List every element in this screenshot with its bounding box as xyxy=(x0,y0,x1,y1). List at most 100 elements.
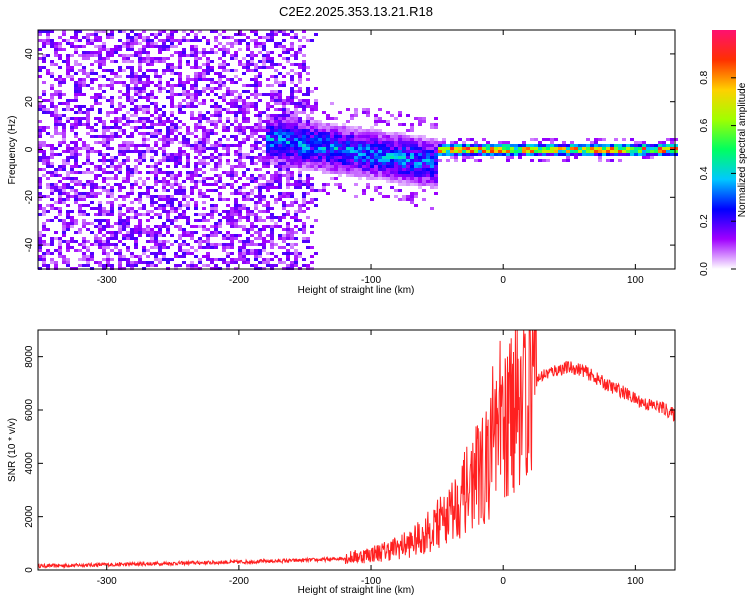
spectrogram-cell xyxy=(390,135,394,138)
spectrogram-cell xyxy=(398,132,402,135)
spectrogram-cell xyxy=(294,216,298,219)
spectrogram-cell xyxy=(138,90,142,93)
spectrogram-cell xyxy=(318,135,322,138)
spectrogram-cell xyxy=(170,201,174,204)
spectrogram-cell xyxy=(266,225,270,228)
spectrogram-cell xyxy=(318,156,322,159)
spectrogram-cell xyxy=(294,183,298,186)
spectrogram-cell xyxy=(570,150,574,153)
spectrogram-cell xyxy=(534,138,538,141)
spectrogram-cell xyxy=(350,150,354,153)
spectrogram-cell xyxy=(238,141,242,144)
spectrogram-cell xyxy=(342,138,346,141)
spectrogram-cell xyxy=(242,186,246,189)
spectrogram-cell xyxy=(218,174,222,177)
spectrogram-cell xyxy=(162,210,166,213)
spectrogram-cell xyxy=(122,258,126,261)
spectrogram-cell xyxy=(86,114,90,117)
spectrogram-cell xyxy=(338,138,342,141)
spectrogram-cell xyxy=(138,57,142,60)
spectrogram-cell xyxy=(70,195,74,198)
spectrogram-cell xyxy=(414,141,418,144)
spectrogram-cell xyxy=(402,174,406,177)
spectrogram-cell xyxy=(158,204,162,207)
spectrogram-cell xyxy=(238,111,242,114)
spectrogram-cell xyxy=(150,132,154,135)
spectrogram-cell xyxy=(174,264,178,267)
spectrogram-cell xyxy=(370,165,374,168)
spectrogram-cell xyxy=(110,84,114,87)
spectrogram-cell xyxy=(194,99,198,102)
spectrogram-cell xyxy=(378,108,382,111)
spectrogram-cell xyxy=(74,222,78,225)
spectrogram-cell xyxy=(210,123,214,126)
spectrogram-cell xyxy=(98,159,102,162)
spectrogram-cell xyxy=(142,96,146,99)
spectrogram-cell xyxy=(294,264,298,267)
spectrogram-cell xyxy=(278,120,282,123)
spectrogram-cell xyxy=(42,57,46,60)
spectrogram-cell xyxy=(278,108,282,111)
spectrogram-cell xyxy=(270,216,274,219)
spectrogram-cell xyxy=(294,159,298,162)
spectrogram-cell xyxy=(214,234,218,237)
spectrogram-cell xyxy=(222,210,226,213)
spectrogram-cell xyxy=(406,138,410,141)
spectrogram-cell xyxy=(158,39,162,42)
spectrogram-cell xyxy=(226,36,230,39)
spectrogram-cell xyxy=(534,150,538,153)
spectrogram-cell xyxy=(422,141,426,144)
spectrogram-cell xyxy=(158,168,162,171)
spectrogram-cell xyxy=(286,123,290,126)
spectrogram-cell xyxy=(362,162,366,165)
spectrogram-cell xyxy=(214,228,218,231)
spectrogram-cell xyxy=(290,165,294,168)
spectrogram-cell xyxy=(310,141,314,144)
spectrogram-cell xyxy=(126,96,130,99)
spectrogram-cell xyxy=(470,150,474,153)
spectrogram-cell xyxy=(198,180,202,183)
spectrogram-cell xyxy=(250,264,254,267)
spectrogram-cell xyxy=(58,243,62,246)
spectrogram-cell xyxy=(178,249,182,252)
spectrogram-cell xyxy=(210,147,214,150)
spectrogram-cell xyxy=(602,144,606,147)
spectrogram-cell xyxy=(414,180,418,183)
spectrogram-cell xyxy=(50,45,54,48)
spectrogram-cell xyxy=(566,144,570,147)
spectrogram-cell xyxy=(162,183,166,186)
spectrogram-cell xyxy=(306,126,310,129)
spectrogram-cell xyxy=(110,135,114,138)
spectrogram-cell xyxy=(614,144,618,147)
spectrogram-cell xyxy=(134,228,138,231)
spectrogram-cell xyxy=(202,150,206,153)
spectrogram-cell xyxy=(86,36,90,39)
spectrogram-cell xyxy=(362,147,366,150)
spectrogram-cell xyxy=(42,66,46,69)
spectrogram-cell xyxy=(414,138,418,141)
spectrogram-cell xyxy=(126,123,130,126)
spectrogram-cell xyxy=(410,138,414,141)
spectrogram-cell xyxy=(306,141,310,144)
spectrogram-cell xyxy=(254,180,258,183)
spectrogram-cell xyxy=(38,30,42,33)
spectrogram-cell xyxy=(62,141,66,144)
spectrogram-cell xyxy=(50,165,54,168)
spectrogram-cell xyxy=(378,168,382,171)
spectrogram-cell xyxy=(154,162,158,165)
spectrogram-cell xyxy=(370,156,374,159)
spectrogram-cell xyxy=(126,216,130,219)
spectrogram-cell xyxy=(186,165,190,168)
spectrogram-cell xyxy=(126,45,130,48)
spectrogram-cell xyxy=(110,237,114,240)
snr-xtick-label: -100 xyxy=(361,576,381,587)
spectrogram-cell xyxy=(390,156,394,159)
spectrogram-cell xyxy=(290,246,294,249)
spectrogram-cell xyxy=(94,174,98,177)
spectrogram-cell xyxy=(154,60,158,63)
spectrogram-cell xyxy=(530,147,534,150)
spectrogram-cell xyxy=(214,222,218,225)
spectrogram-cell xyxy=(614,153,618,156)
spectrogram-cell xyxy=(286,168,290,171)
spectrogram-cell xyxy=(130,108,134,111)
